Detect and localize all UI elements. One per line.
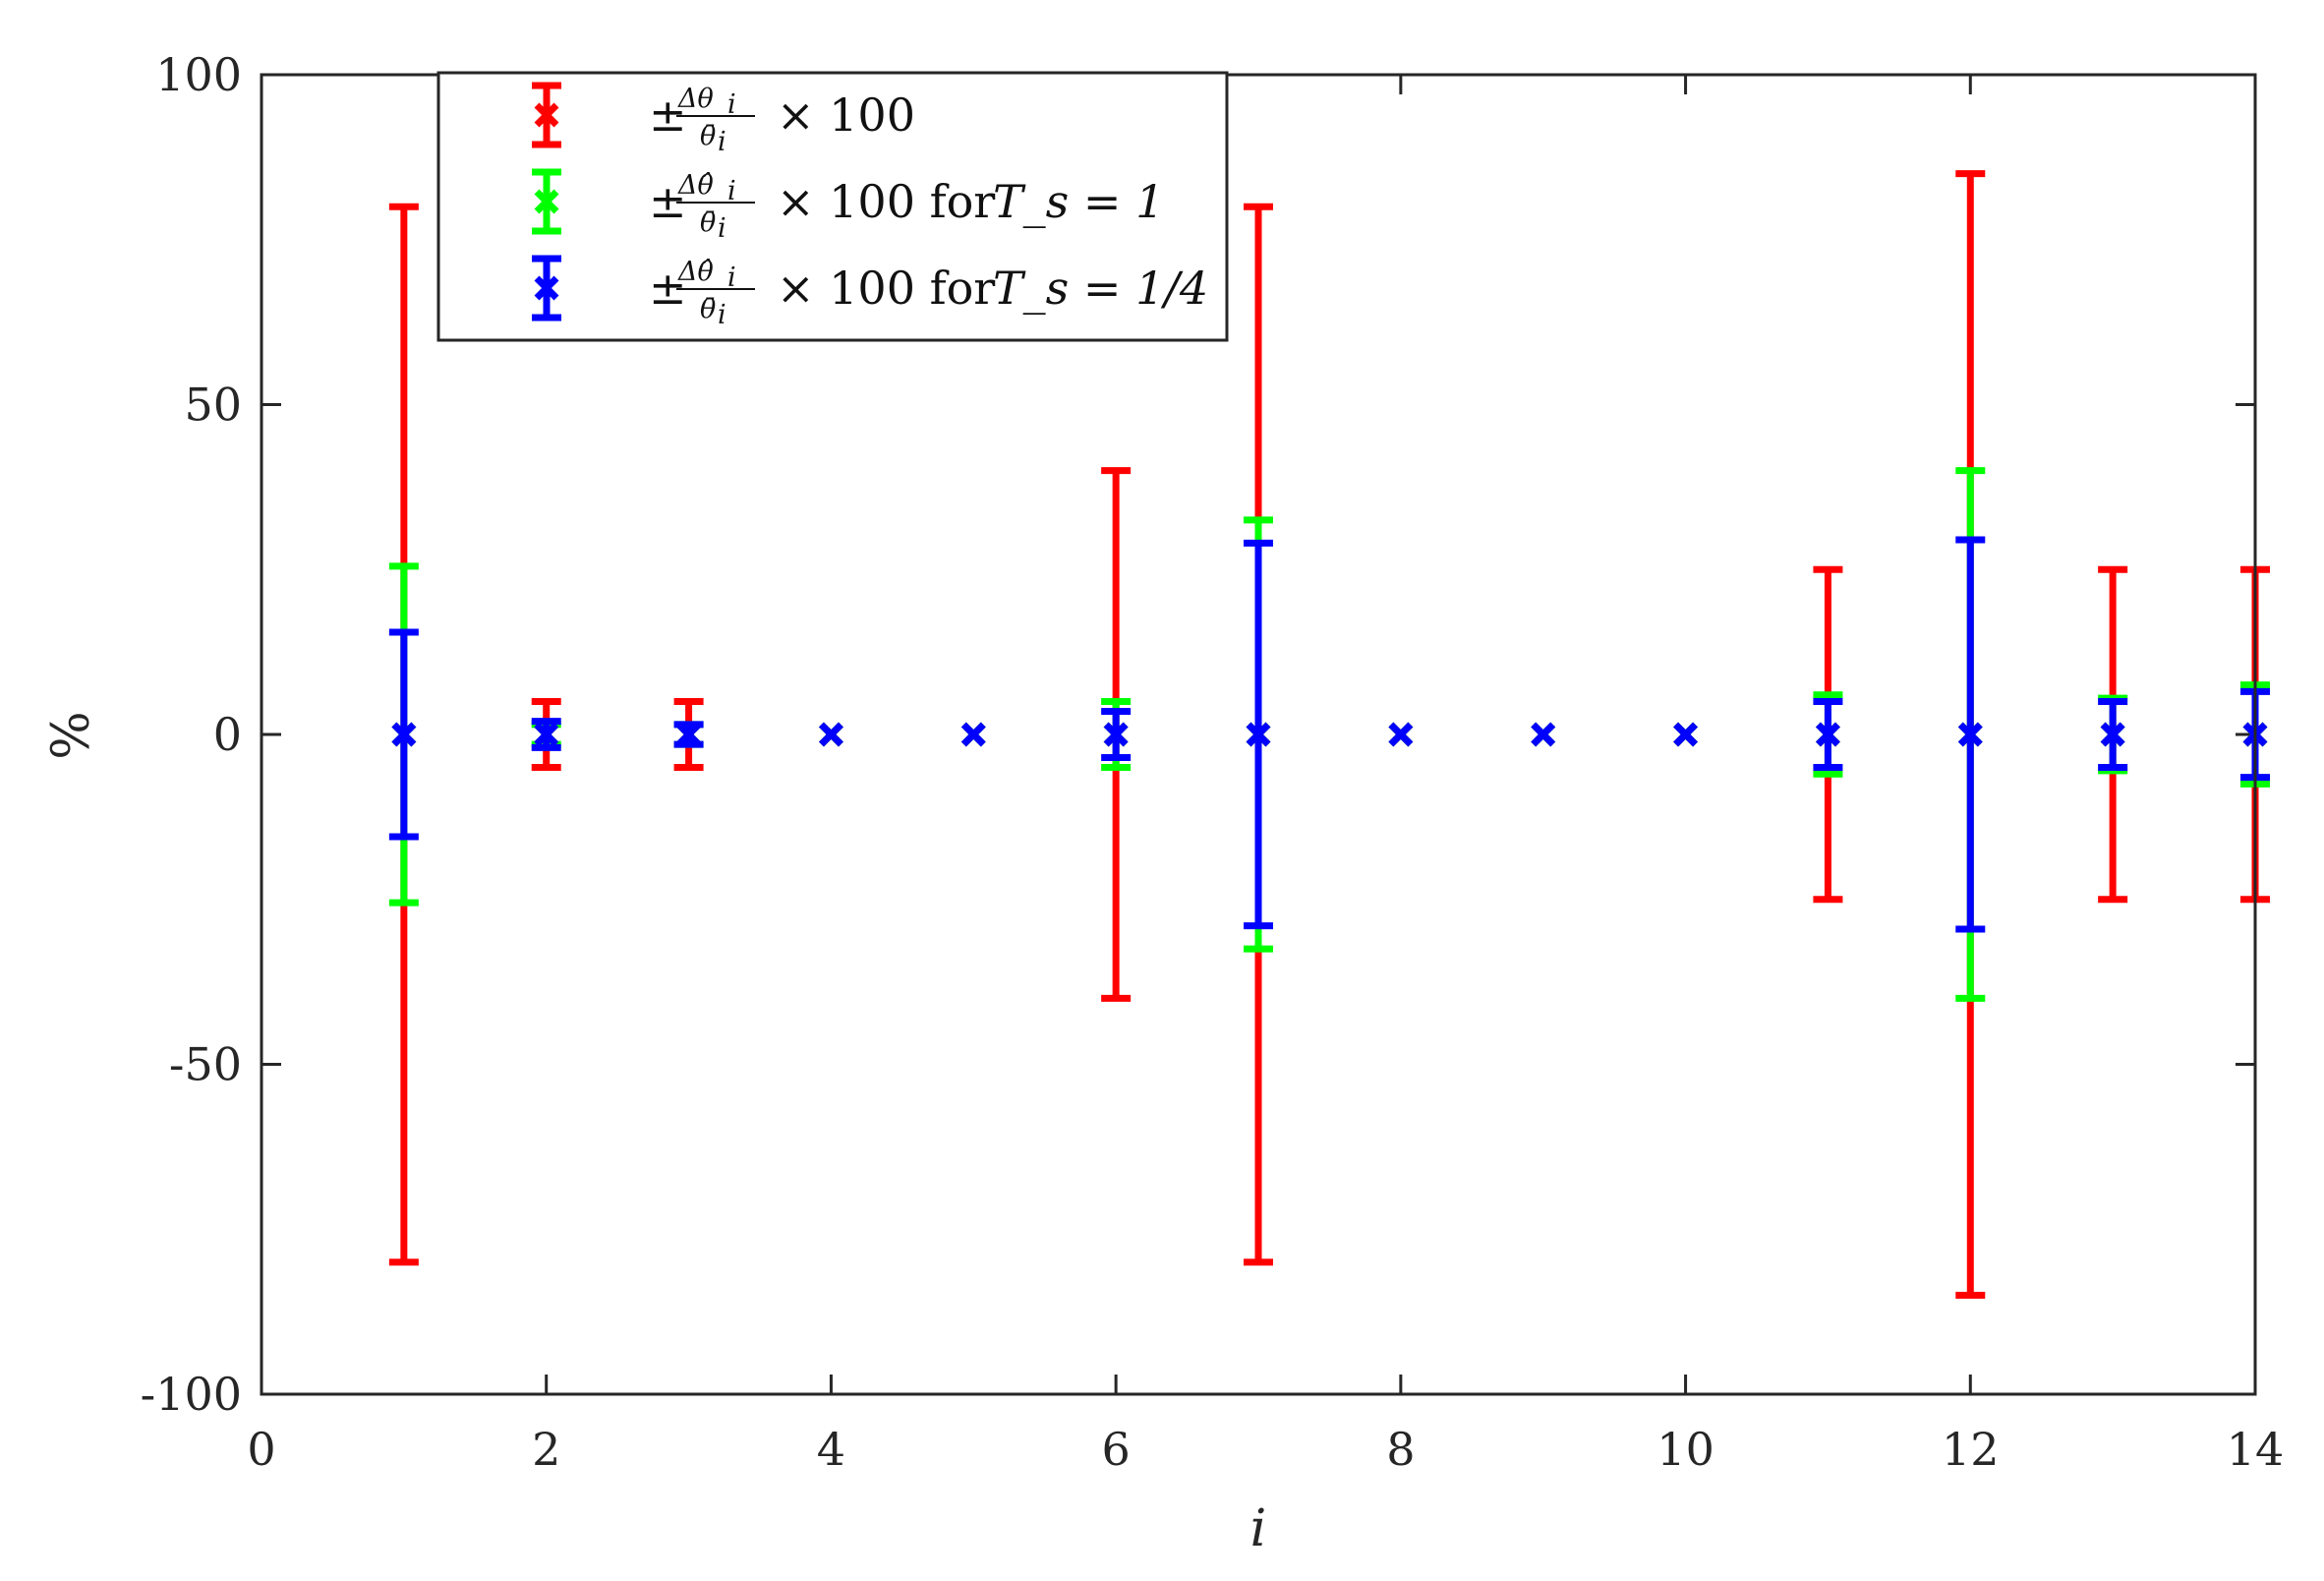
x-tick-label: 14 bbox=[2227, 1423, 2285, 1476]
marker-stroke bbox=[960, 722, 986, 747]
x-tick-label: 12 bbox=[1942, 1423, 2000, 1476]
marker-stroke bbox=[2100, 722, 2125, 747]
tick-labels: 0 2 4 6 8 10 12 14 100 50 0 -50 -100 bbox=[141, 48, 2285, 1476]
data-point bbox=[676, 722, 702, 747]
marker-stroke bbox=[1388, 722, 1414, 747]
legend-numerator: Δθ̂ bbox=[677, 170, 714, 201]
marker-stroke bbox=[1815, 722, 1840, 747]
marker-stroke bbox=[818, 722, 843, 747]
y-axis-label: % bbox=[42, 711, 101, 759]
legend-suffix: × 100 bbox=[777, 88, 915, 142]
legend-marker bbox=[534, 189, 559, 214]
legend-numerator-subscript: i bbox=[727, 263, 736, 293]
x-tick-label: 8 bbox=[1386, 1423, 1415, 1476]
x-axis-label: i bbox=[1250, 1499, 1267, 1558]
legend-suffix: × 100 for bbox=[777, 262, 995, 315]
legend-denominator-subscript: i bbox=[718, 127, 726, 157]
legend-suffix: × 100 for bbox=[777, 175, 995, 228]
marker-stroke bbox=[676, 722, 702, 747]
data-point bbox=[534, 722, 559, 747]
data-point bbox=[960, 722, 986, 747]
marker-stroke bbox=[534, 722, 559, 747]
legend-denominator: θ̄ bbox=[700, 294, 716, 324]
legend-denominator: θ̄ bbox=[700, 207, 716, 238]
series-layer bbox=[388, 170, 2270, 1299]
legend-marker bbox=[534, 275, 559, 301]
legend-numerator-subscript: i bbox=[727, 89, 736, 120]
data-point bbox=[818, 722, 843, 747]
legend-condition: T_s = 1/4 bbox=[993, 262, 1208, 315]
y-tick-label: 50 bbox=[184, 379, 242, 432]
plot-frame bbox=[260, 73, 2257, 1396]
data-point bbox=[2100, 722, 2125, 747]
data-point bbox=[391, 722, 417, 747]
y-tick-label: -100 bbox=[141, 1368, 242, 1421]
x-tick-label: 10 bbox=[1656, 1423, 1714, 1476]
y-tick-label: 100 bbox=[155, 48, 242, 101]
data-point bbox=[1957, 722, 1983, 747]
data-point bbox=[1103, 722, 1129, 747]
legend-box bbox=[436, 71, 1229, 342]
marker-stroke bbox=[391, 722, 417, 747]
y-tick-label: -50 bbox=[169, 1038, 242, 1091]
series-3 bbox=[388, 536, 2270, 933]
data-point bbox=[1388, 722, 1414, 747]
y-tick-label: 0 bbox=[213, 708, 242, 761]
legend-denominator: θ̄ bbox=[700, 121, 716, 151]
legend-condition: T_s = 1 bbox=[993, 175, 1164, 228]
data-point bbox=[1673, 722, 1699, 747]
legend-marker bbox=[534, 102, 559, 128]
data-point bbox=[1531, 722, 1556, 747]
x-tick-label: 4 bbox=[817, 1423, 845, 1476]
marker-stroke bbox=[1103, 722, 1129, 747]
x-tick-label: 6 bbox=[1102, 1423, 1131, 1476]
x-tick-label: 0 bbox=[247, 1423, 275, 1476]
x-tick-label: 2 bbox=[532, 1423, 560, 1476]
marker-stroke bbox=[1957, 722, 1983, 747]
marker-stroke bbox=[1673, 722, 1699, 747]
legend-entry-1: ±Δθ iθ̄ i× 100 bbox=[532, 82, 915, 157]
data-point bbox=[1815, 722, 1840, 747]
legend-numerator: Δθ bbox=[677, 84, 714, 114]
legend-numerator-subscript: i bbox=[727, 176, 736, 206]
legend-denominator-subscript: i bbox=[718, 213, 726, 244]
data-point bbox=[1246, 722, 1271, 747]
marker-stroke bbox=[1246, 722, 1271, 747]
marker-stroke bbox=[1531, 722, 1556, 747]
legend-numerator: Δθ̂ bbox=[677, 257, 714, 287]
legend-denominator-subscript: i bbox=[718, 300, 726, 330]
